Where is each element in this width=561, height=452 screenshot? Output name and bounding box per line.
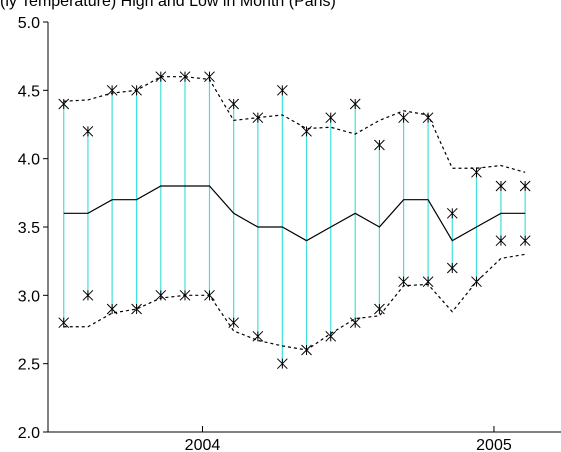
asterisk-marker xyxy=(276,358,288,370)
band-line xyxy=(63,76,526,173)
x-tick-label: 2005 xyxy=(476,437,512,452)
y-tick-label: 5.0 xyxy=(18,15,40,32)
asterisk-marker xyxy=(519,235,531,247)
y-tick-label: 2.5 xyxy=(18,357,40,374)
asterisk-marker xyxy=(471,166,482,178)
asterisk-marker xyxy=(325,112,337,124)
y-tick-label: 2.0 xyxy=(18,425,40,442)
asterisk-marker xyxy=(106,84,118,96)
asterisk-marker xyxy=(349,98,361,110)
asterisk-marker xyxy=(252,330,264,342)
asterisk-marker xyxy=(155,71,167,83)
asterisk-marker xyxy=(58,317,70,329)
asterisk-marker xyxy=(155,289,167,301)
asterisk-marker xyxy=(422,112,434,124)
y-tick-label: 3.0 xyxy=(18,288,40,305)
asterisk-marker xyxy=(228,317,240,329)
asterisk-marker xyxy=(82,289,94,301)
asterisk-marker xyxy=(398,276,409,288)
chart-title: (ly Temperature) High and Low in Month (… xyxy=(0,0,336,10)
asterisk-marker xyxy=(398,112,409,124)
asterisk-marker xyxy=(276,84,288,96)
asterisk-marker xyxy=(446,262,458,274)
asterisk-marker xyxy=(446,207,458,219)
band-line xyxy=(63,253,526,351)
asterisk-marker xyxy=(228,98,240,110)
asterisk-marker xyxy=(179,71,191,83)
asterisk-marker xyxy=(374,303,385,315)
y-tick-label: 4.0 xyxy=(18,152,40,169)
asterisk-marker xyxy=(349,317,361,329)
x-tick-label: 2004 xyxy=(185,437,221,452)
asterisk-marker xyxy=(374,139,385,151)
asterisk-marker xyxy=(519,180,531,192)
asterisk-marker xyxy=(82,125,94,137)
asterisk-marker xyxy=(495,180,507,192)
asterisk-marker xyxy=(495,235,507,247)
y-tick-label: 3.5 xyxy=(18,220,40,237)
y-tick-label: 4.5 xyxy=(18,83,40,100)
asterisk-marker xyxy=(131,303,142,315)
mean-line xyxy=(63,185,526,242)
asterisk-marker xyxy=(58,98,70,110)
